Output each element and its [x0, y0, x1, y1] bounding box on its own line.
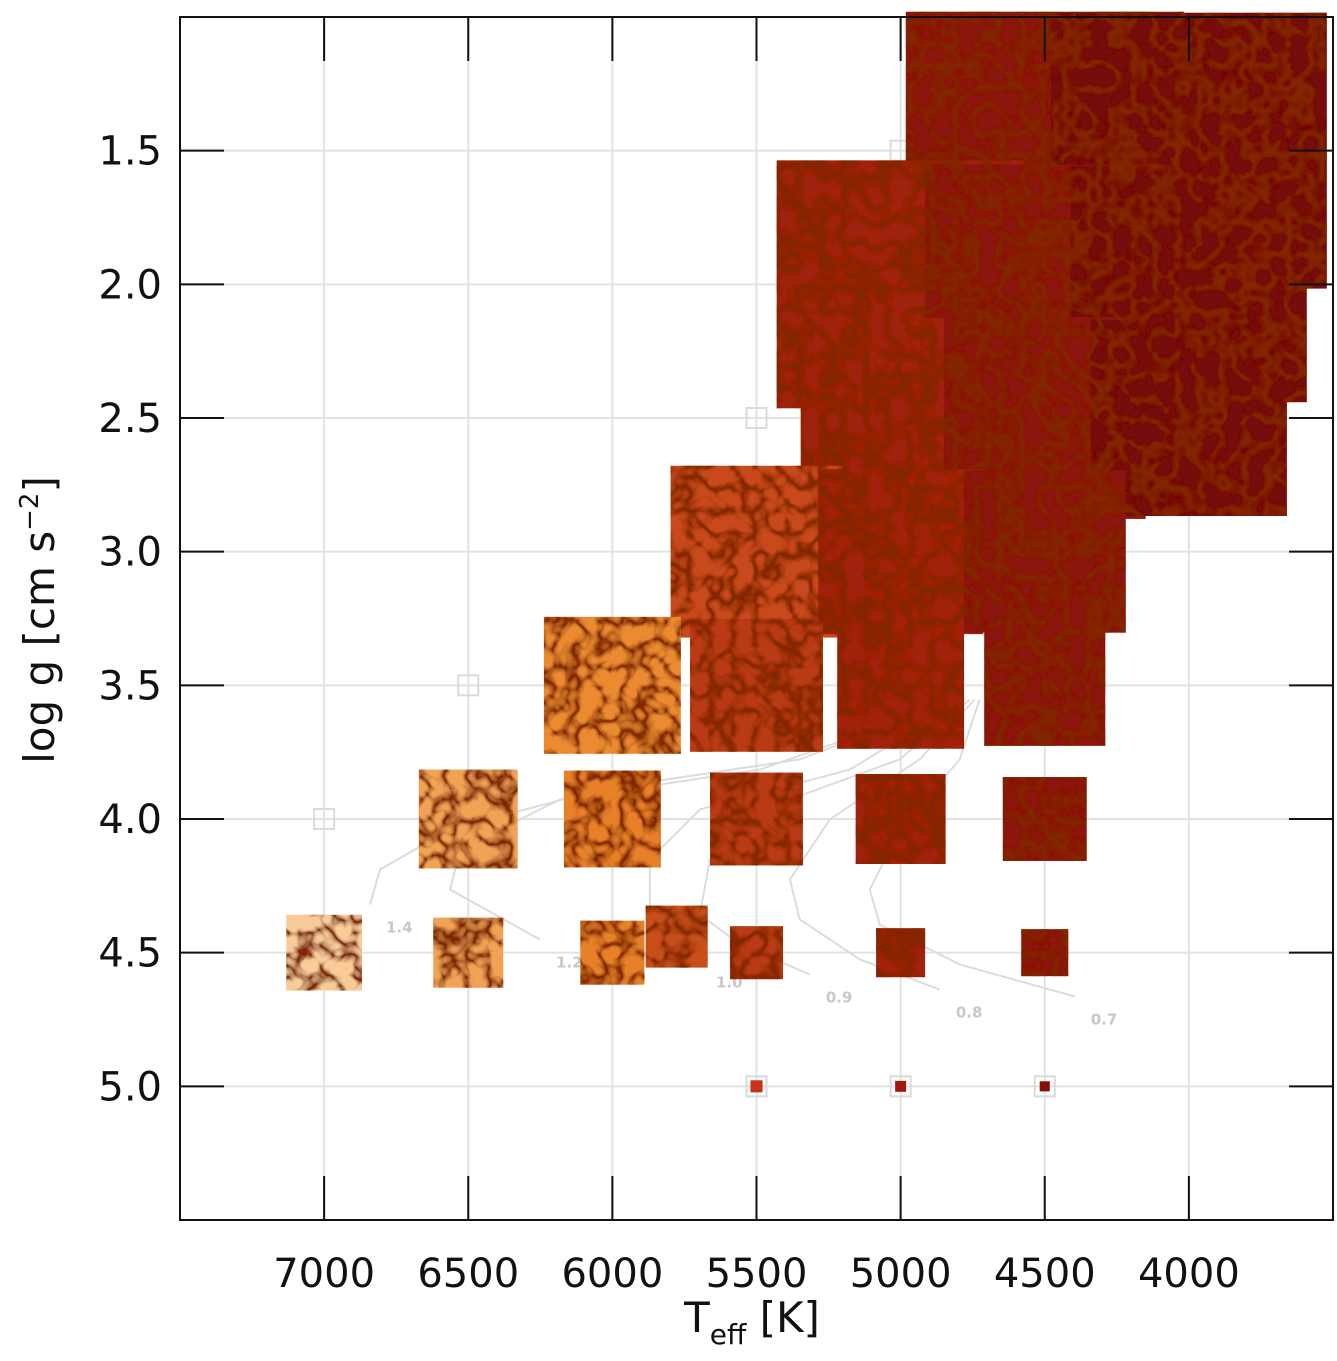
x-title-unit: [K]	[746, 1293, 820, 1342]
granulation-image	[580, 921, 644, 985]
mass-label: 0.8	[956, 1004, 983, 1022]
mass-label: 1.2	[556, 954, 583, 972]
y-tick-label: 1.5	[98, 129, 162, 175]
granulation-image	[1003, 777, 1087, 861]
granulation-image	[286, 915, 362, 991]
y-tick-label: 5.0	[98, 1064, 162, 1110]
y-tick-label: 4.5	[98, 931, 162, 977]
granulation-image	[876, 928, 925, 977]
y-tick-label: 2.5	[98, 396, 162, 442]
mass-label: 0.7	[1091, 1011, 1118, 1029]
x-tick-label: 5500	[706, 1251, 808, 1297]
granulation-image	[895, 1081, 906, 1092]
x-tick-label: 6500	[417, 1251, 519, 1297]
granulation-image	[750, 1080, 762, 1092]
granulation-image	[984, 625, 1105, 746]
granulation-image	[856, 774, 946, 864]
y-tick-label: 2.0	[98, 262, 162, 308]
granulation-image	[818, 469, 983, 634]
x-tick-label: 5000	[850, 1251, 952, 1297]
mass-label: 1.4	[386, 919, 413, 937]
chart: 1.41.21.00.90.80.7 700065006000550050004…	[0, 0, 1337, 1361]
granulation-image	[1040, 1081, 1050, 1091]
granulation-image	[710, 773, 803, 866]
granulation-image	[671, 466, 843, 638]
y-tick-label: 3.0	[98, 530, 162, 576]
y-title-main: log g [cm s	[15, 531, 64, 764]
x-tick-label: 6000	[561, 1251, 663, 1297]
granulation-image	[730, 926, 783, 979]
y-tick-label: 3.5	[98, 663, 162, 709]
x-title-main: T	[683, 1293, 710, 1342]
granulation-image	[419, 770, 518, 869]
y-tick-label: 4.0	[98, 797, 162, 843]
x-tick-label: 7000	[273, 1251, 375, 1297]
granulation-image	[433, 918, 503, 988]
mass-label: 0.9	[826, 989, 853, 1007]
granulation-image	[564, 771, 661, 868]
x-tick-label: 4500	[994, 1251, 1096, 1297]
x-title-sub: eff	[710, 1318, 747, 1351]
granulation-image	[964, 471, 1126, 633]
y-title-end: ]	[15, 476, 64, 492]
granulation-image	[690, 619, 823, 752]
granulation-image	[1021, 929, 1068, 976]
y-axis-title: log g [cm s−2]	[15, 476, 64, 764]
y-title-sup: −2	[15, 493, 45, 531]
granulation-image	[544, 617, 681, 754]
granulation-image	[646, 906, 708, 968]
granulation-image	[837, 622, 964, 749]
x-axis-title: Teff [K]	[683, 1293, 820, 1351]
x-tick-label: 4000	[1138, 1251, 1240, 1297]
